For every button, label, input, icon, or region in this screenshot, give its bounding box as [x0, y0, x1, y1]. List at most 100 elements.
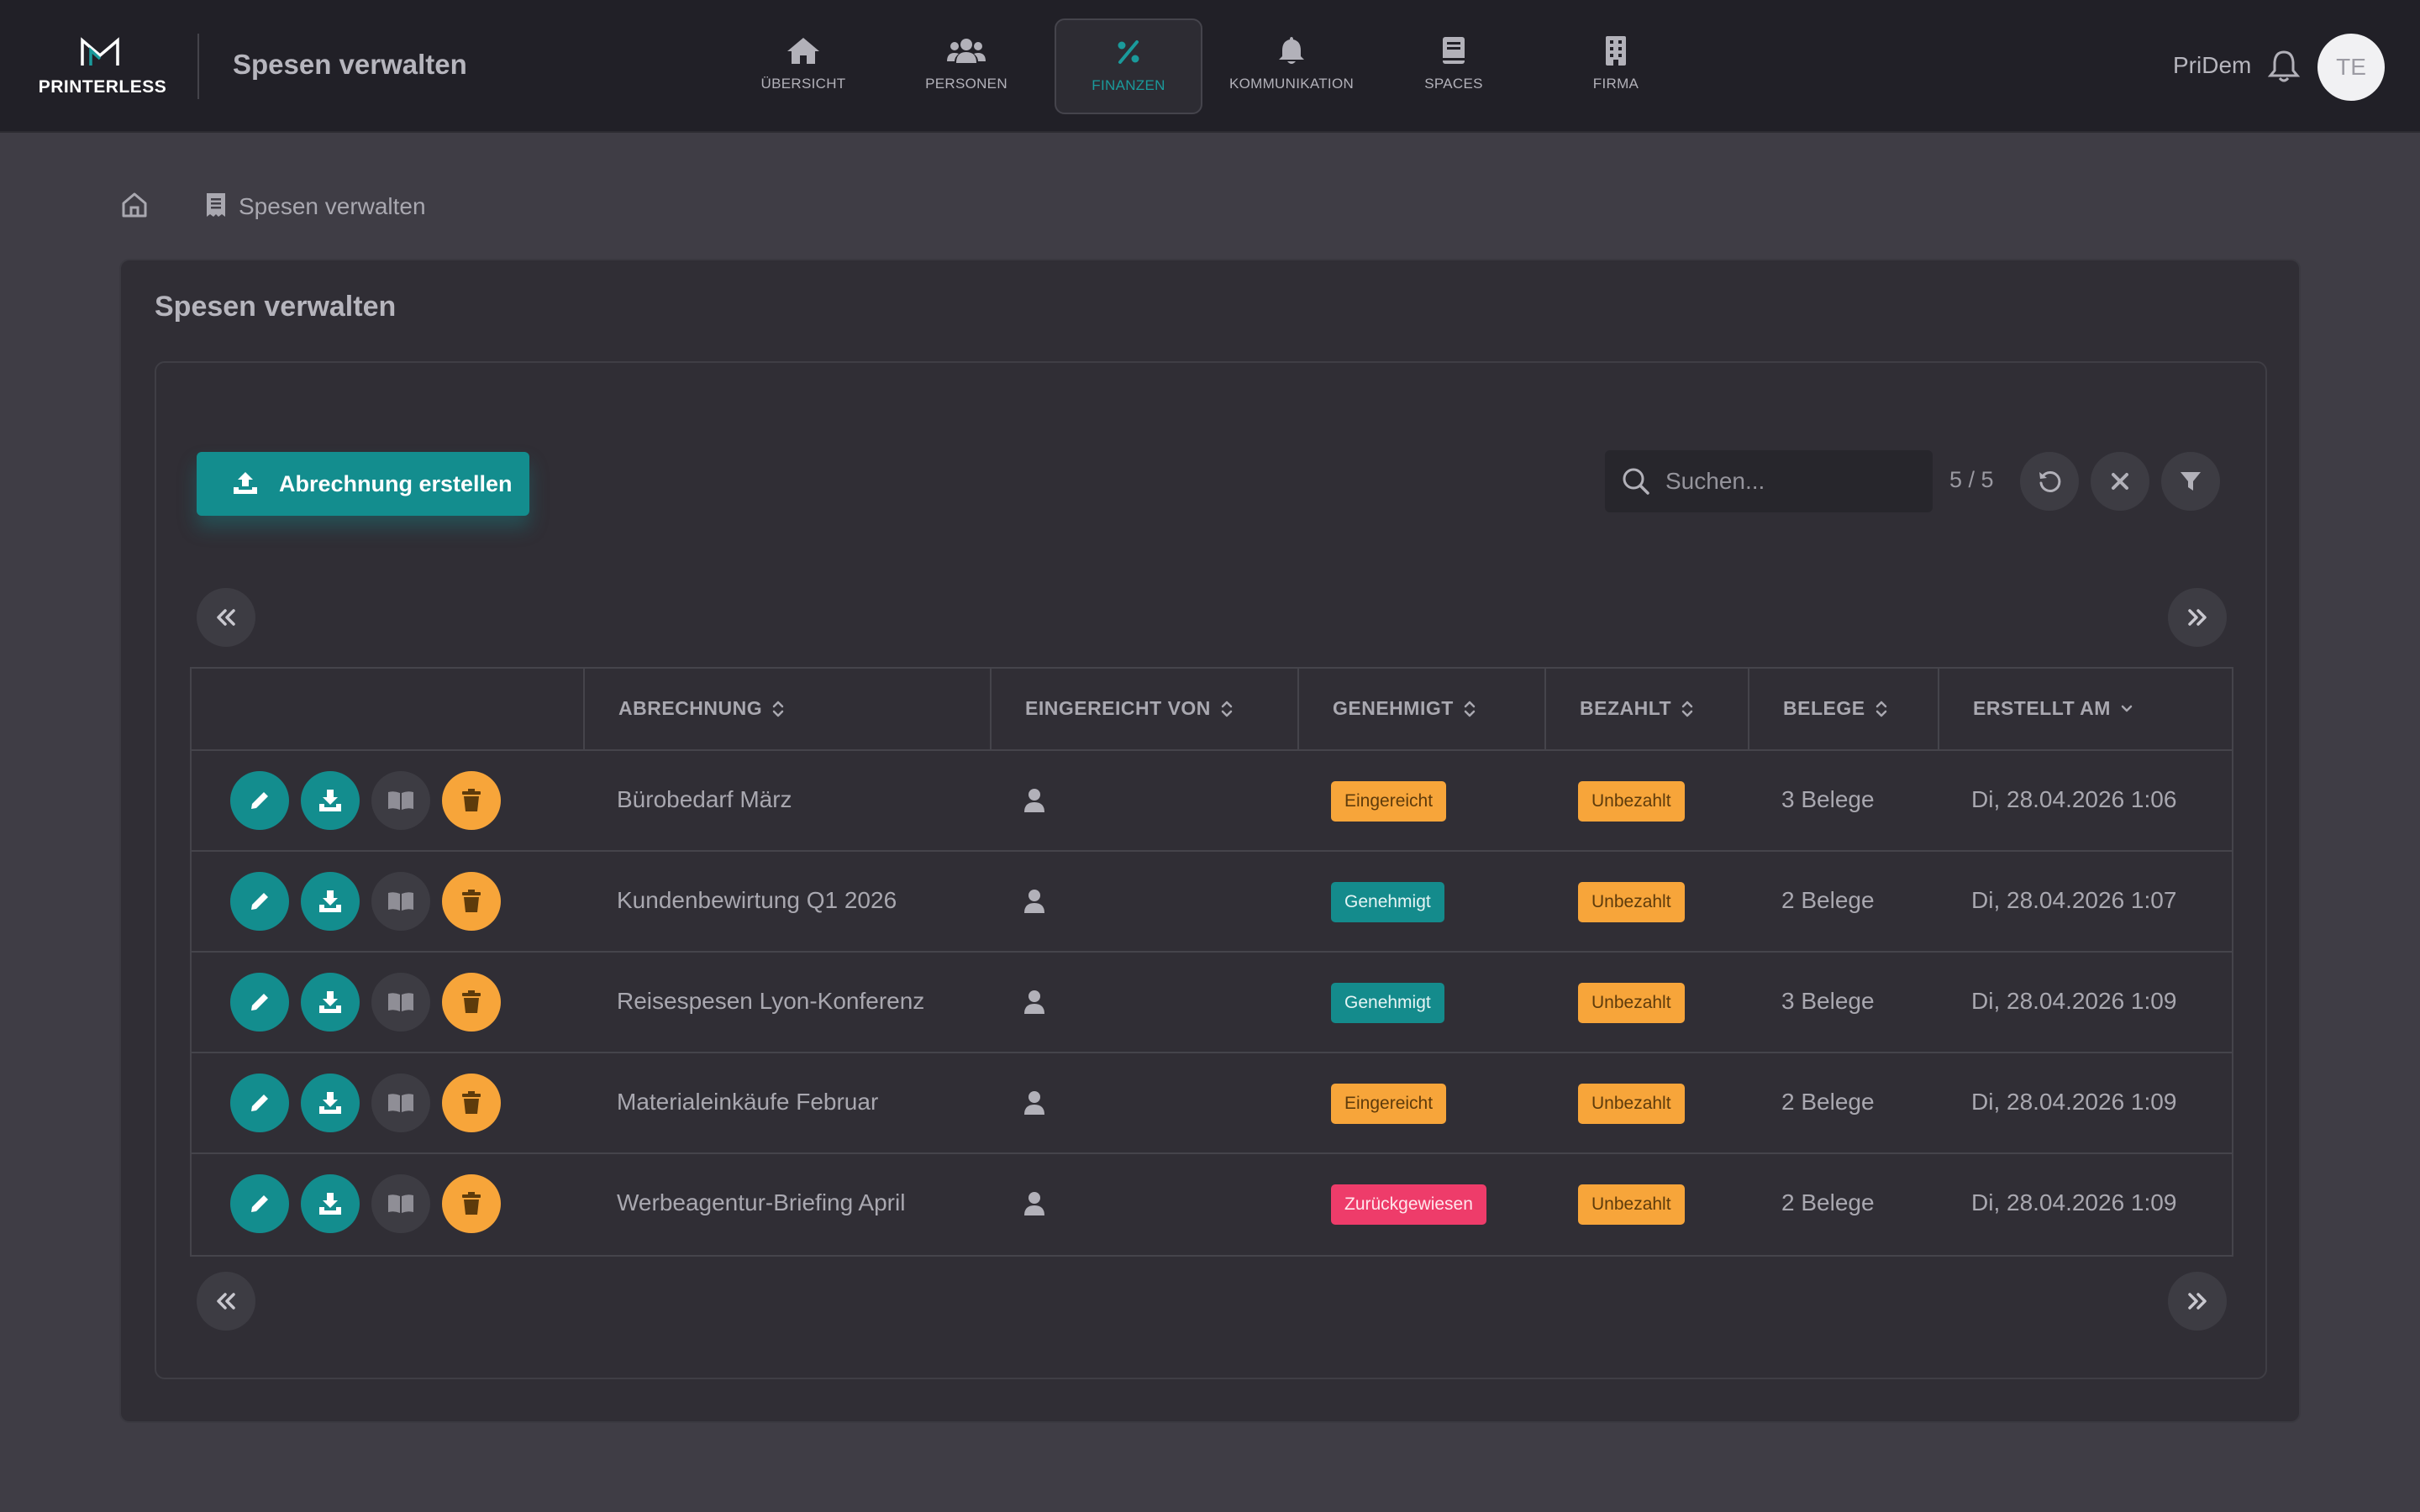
- receipts-count: 2 Belege: [1781, 887, 1875, 913]
- column-belege[interactable]: BELEGE: [1748, 669, 1938, 751]
- column-actions: [192, 669, 583, 751]
- edit-button[interactable]: [230, 1074, 289, 1132]
- result-counter: 5 / 5: [1949, 467, 1994, 492]
- column-bezahlt[interactable]: BEZAHLT: [1544, 669, 1748, 751]
- delete-button[interactable]: [442, 1074, 501, 1132]
- user-name[interactable]: PriDem: [2173, 52, 2252, 78]
- page-next-button[interactable]: [2168, 1272, 2227, 1331]
- nav-label: PERSONEN: [925, 76, 1007, 92]
- edit-button[interactable]: [230, 1174, 289, 1233]
- edit-button[interactable]: [230, 872, 289, 931]
- pencil-icon: [251, 994, 268, 1011]
- search-input[interactable]: [1665, 462, 1918, 501]
- create-expense-report-button[interactable]: Abrechnung erstellen: [197, 452, 529, 516]
- view-button[interactable]: [371, 771, 430, 830]
- edit-button[interactable]: [230, 771, 289, 830]
- status-badge-approved: Eingereicht: [1331, 1084, 1447, 1124]
- column-label: BEZAHLT: [1580, 697, 1672, 719]
- sort-icon: [772, 701, 784, 717]
- abrechnung-name[interactable]: Materialeinkäufe Februar: [617, 1089, 879, 1115]
- download-button[interactable]: [301, 973, 360, 1032]
- download-button[interactable]: [301, 872, 360, 931]
- page-prev-button[interactable]: [197, 588, 255, 647]
- search-icon: [1623, 468, 1649, 495]
- building-icon: [1542, 34, 1690, 67]
- sort-icon: [1876, 701, 1886, 717]
- status-badge-paid: Unbezahlt: [1578, 781, 1685, 822]
- nav-label: KOMMUNIKATION: [1228, 76, 1355, 92]
- nav-item-kommunikation[interactable]: KOMMUNIKATION: [1218, 18, 1365, 114]
- column-eingereicht-von[interactable]: EINGEREICHT VON: [990, 669, 1297, 751]
- page-next-button[interactable]: [2168, 588, 2227, 647]
- nav-item-personen[interactable]: PERSONEN: [892, 18, 1040, 114]
- edit-button[interactable]: [230, 973, 289, 1032]
- column-abrechnung[interactable]: ABRECHNUNG: [583, 669, 990, 751]
- page-prev-button[interactable]: [197, 1272, 255, 1331]
- column-label: BELEGE: [1783, 697, 1865, 719]
- filter-icon: [2181, 472, 2201, 491]
- abrechnung-name[interactable]: Reisespesen Lyon-Konferenz: [617, 988, 925, 1014]
- status-badge-approved: Eingereicht: [1331, 781, 1447, 822]
- notification-bell-icon[interactable]: [2267, 49, 2301, 84]
- delete-button[interactable]: [442, 872, 501, 931]
- status-badge-paid: Unbezahlt: [1578, 1184, 1685, 1225]
- nav-label: ÜBERSICHT: [760, 76, 846, 92]
- table-row: Bürobedarf März Eingereicht Unbezahlt 3 …: [192, 751, 2232, 852]
- created-date: Di, 28.04.2026 1:09: [1971, 988, 2177, 1014]
- table-row: Materialeinkäufe Februar Eingereicht Unb…: [192, 1053, 2232, 1154]
- status-badge-approved: Genehmigt: [1331, 983, 1444, 1023]
- trash-icon: [462, 890, 481, 912]
- filter-button[interactable]: [2161, 452, 2220, 511]
- receipt-icon: [207, 193, 225, 217]
- view-button[interactable]: [371, 1174, 430, 1233]
- refresh-icon: [2039, 470, 2061, 492]
- column-label: GENEHMIGT: [1333, 697, 1454, 719]
- delete-button[interactable]: [442, 771, 501, 830]
- create-button-label: Abrechnung erstellen: [279, 471, 513, 496]
- nav-item-finanzen[interactable]: FINANZEN: [1055, 18, 1202, 114]
- download-button[interactable]: [301, 1074, 360, 1132]
- abrechnung-name[interactable]: Kundenbewirtung Q1 2026: [617, 887, 897, 913]
- receipts-count: 2 Belege: [1781, 1089, 1875, 1115]
- close-icon: [2112, 473, 2128, 490]
- top-bar: PRINTERLESS Spesen verwalten ÜBERSICHT P…: [0, 0, 2420, 133]
- abrechnung-name[interactable]: Bürobedarf März: [617, 786, 792, 812]
- reset-button[interactable]: [2020, 452, 2079, 511]
- abrechnung-name[interactable]: Werbeagentur-Briefing April: [617, 1189, 906, 1215]
- view-button[interactable]: [371, 1074, 430, 1132]
- nav-item-uebersicht[interactable]: ÜBERSICHT: [729, 18, 877, 114]
- printerless-logo[interactable]: PRINTERLESS: [37, 37, 168, 97]
- download-button[interactable]: [301, 1174, 360, 1233]
- home-icon[interactable]: [119, 190, 150, 220]
- percent-icon: [1056, 35, 1201, 69]
- nav-label: FINANZEN: [1092, 77, 1165, 93]
- download-button[interactable]: [301, 771, 360, 830]
- trash-icon: [462, 789, 481, 811]
- created-date: Di, 28.04.2026 1:09: [1971, 1189, 2177, 1215]
- download-icon: [319, 1092, 341, 1114]
- column-genehmigt[interactable]: GENEHMIGT: [1297, 669, 1544, 751]
- search-box[interactable]: [1605, 450, 1933, 512]
- card-title: Spesen verwalten: [155, 291, 397, 323]
- delete-button[interactable]: [442, 1174, 501, 1233]
- table-row: Kundenbewirtung Q1 2026 Genehmigt Unbeza…: [192, 852, 2232, 953]
- nav-label: SPACES: [1424, 76, 1483, 92]
- trash-icon: [462, 1192, 481, 1215]
- avatar[interactable]: TE: [2317, 34, 2385, 101]
- column-label: ABRECHNUNG: [618, 697, 763, 719]
- nav-item-spaces[interactable]: SPACES: [1380, 18, 1528, 114]
- delete-button[interactable]: [442, 973, 501, 1032]
- clear-button[interactable]: [2091, 452, 2149, 511]
- view-button[interactable]: [371, 973, 430, 1032]
- column-erstellt-am[interactable]: ERSTELLT AM: [1938, 669, 2233, 751]
- book-open-icon: [388, 1094, 413, 1112]
- nav-item-firma[interactable]: FIRMA: [1542, 18, 1690, 114]
- view-button[interactable]: [371, 872, 430, 931]
- status-badge-approved: Zurückgewiesen: [1331, 1184, 1486, 1225]
- trash-icon: [462, 990, 481, 1013]
- chevrons-right-icon: [2188, 609, 2207, 626]
- user-icon: [1024, 1091, 1044, 1115]
- status-badge-approved: Genehmigt: [1331, 882, 1444, 922]
- expenses-card: Spesen verwalten Abrechnung erstellen 5 …: [119, 259, 2301, 1423]
- user-icon: [1024, 789, 1044, 812]
